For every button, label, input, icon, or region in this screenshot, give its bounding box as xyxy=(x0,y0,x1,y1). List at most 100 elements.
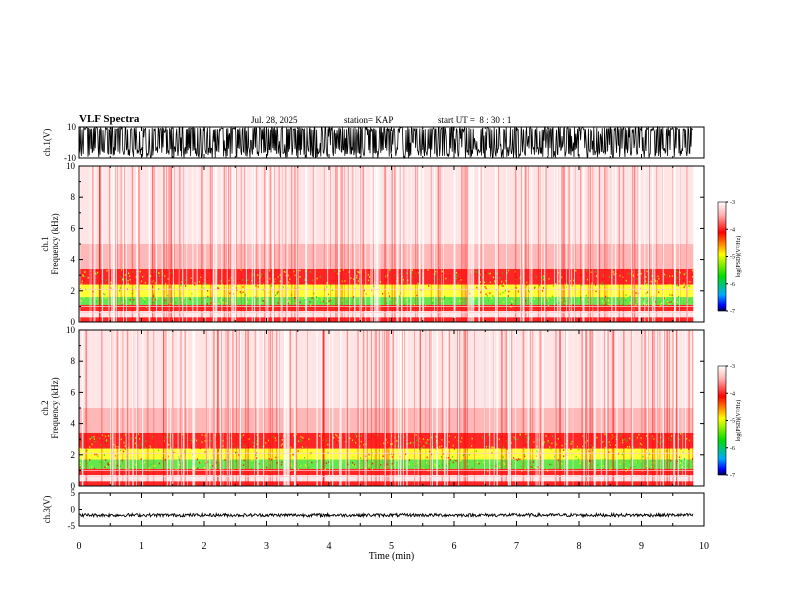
ch2-spectrogram-speckle xyxy=(391,443,393,445)
ch1-spectrogram-speckle xyxy=(127,282,129,285)
ch1-spectrogram-speckle xyxy=(278,284,280,286)
ch1-spectrogram-speckle xyxy=(252,274,254,276)
ch2-spectrogram-speckle xyxy=(133,468,136,471)
ch2-spectrogram-speckle xyxy=(365,455,367,458)
ch2-spectrogram-streak xyxy=(673,330,674,486)
time-axis-tick-label: 2 xyxy=(202,541,207,552)
ch2-spectrogram-speckle xyxy=(113,443,115,446)
ch2-spectrogram-speckle xyxy=(448,441,450,443)
ch1-spectrogram-band xyxy=(79,166,694,244)
ch1-spectrogram-speckle xyxy=(179,293,181,296)
ch2-spectrogram-speckle xyxy=(322,468,324,470)
ch2-spectrogram-speckle xyxy=(309,452,311,455)
ch2-spectrogram-streak xyxy=(212,330,215,486)
ch1-spectrogram-streak xyxy=(461,166,463,322)
ch2-spectrogram-speckle xyxy=(589,459,591,462)
ch2-spectrogram-speckle xyxy=(648,453,651,455)
ch2-spectrogram-streak xyxy=(374,330,376,486)
ch1-spectrogram-speckle xyxy=(388,291,390,294)
ch2-spectrogram-streak xyxy=(142,330,144,486)
ch2-spectrogram-speckle xyxy=(591,469,593,471)
ch2-spectrogram-streak xyxy=(85,330,87,486)
ch2-spectrogram-speckle xyxy=(408,463,410,466)
ch2-spectrogram-channel-label: ch.2 xyxy=(40,400,50,415)
ch2-spectrogram-speckle xyxy=(304,438,306,441)
ch2-spectrogram-speckle xyxy=(91,437,93,439)
ch2-spectrogram-speckle xyxy=(653,438,655,440)
ch2-spectrogram-speckle xyxy=(168,443,170,446)
ch1-spectrogram-speckle xyxy=(85,286,87,289)
ch1-spectrogram-speckle xyxy=(121,279,123,282)
ch2-spectrogram-speckle xyxy=(178,463,180,466)
ch2-spectrogram-speckle xyxy=(200,461,202,464)
ch1-spectrogram-speckle xyxy=(275,276,277,278)
ch2-spectrogram-streak xyxy=(631,330,634,486)
ch2-spectrogram-speckle xyxy=(468,456,470,459)
ch1-spectrogram-streak xyxy=(571,166,573,322)
ch1-spectrogram-speckle xyxy=(124,274,126,276)
ch2-spectrogram-speckle xyxy=(442,453,444,455)
ch2-spectrogram-streak xyxy=(591,330,594,486)
ch2-spectrogram-speckle xyxy=(426,468,429,470)
ch1-spectrogram-streak xyxy=(556,166,559,322)
ch1-spectrogram-speckle xyxy=(185,279,187,281)
ch1-spectrogram-speckle xyxy=(202,291,204,294)
ch2-spectrogram-speckle xyxy=(441,464,443,466)
ch1-spectrogram-streak xyxy=(672,166,673,322)
ch2-spectrogram-streak xyxy=(110,330,112,486)
ch2-spectrogram-speckle xyxy=(640,437,642,439)
ch1-spectrogram-speckle xyxy=(415,273,417,275)
ch2-spectrogram-panel xyxy=(78,329,728,487)
ch2-spectrogram-speckle xyxy=(127,440,129,442)
ch2-spectrogram-colorbar-tick-label: -3 xyxy=(730,364,735,370)
ch1-spectrogram-streak xyxy=(204,166,206,322)
ch2-spectrogram-speckle xyxy=(292,453,294,456)
ch2-spectrogram-speckle xyxy=(204,440,206,442)
ch1-spectrogram-speckle xyxy=(607,300,610,302)
ch1-spectrogram-streak xyxy=(662,166,664,322)
ch1-spectrogram-band xyxy=(79,304,694,312)
ch2-spectrogram-speckle xyxy=(561,468,563,471)
ch2-spectrogram-speckle xyxy=(419,441,421,443)
ch2-spectrogram-speckle xyxy=(302,437,304,439)
ch1-spectrogram-speckle xyxy=(429,284,431,286)
ch1-spectrogram-speckle xyxy=(100,295,102,297)
ch1-spectrogram-streak xyxy=(99,166,101,322)
ch1-spectrogram-speckle xyxy=(685,285,687,287)
ch2-spectrogram-streak xyxy=(604,330,605,486)
ch1-spectrogram-speckle xyxy=(484,272,487,274)
ch2-spectrogram-streak xyxy=(528,330,530,486)
ch1-spectrogram-speckle xyxy=(337,294,339,296)
ch2-spectrogram-streak xyxy=(554,330,556,486)
ch1-spectrogram-speckle xyxy=(181,281,183,283)
ch1-spectrogram-speckle xyxy=(622,276,624,278)
ch2-spectrogram-speckle xyxy=(589,460,591,463)
ch2-spectrogram-speckle xyxy=(117,446,119,448)
ch2-spectrogram-speckle xyxy=(602,465,604,467)
ch2-spectrogram-streak xyxy=(648,330,649,486)
ch1-spectrogram-speckle xyxy=(367,274,369,276)
ch2-spectrogram-streak xyxy=(101,330,103,486)
ch2-spectrogram-speckle xyxy=(651,465,653,468)
ch1-spectrogram-streak xyxy=(297,166,299,322)
ch2-spectrogram-speckle xyxy=(545,435,547,437)
ch1-spectrogram-speckle xyxy=(604,295,607,298)
ch1-spectrogram-speckle xyxy=(97,271,99,274)
ch2-spectrogram-streak xyxy=(589,330,591,486)
ch2-spectrogram-speckle xyxy=(646,447,648,450)
ch1-spectrogram-streak xyxy=(467,166,469,322)
ch2-spectrogram-speckle xyxy=(374,456,376,459)
ch1-spectrogram-speckle xyxy=(503,301,505,304)
ch2-spectrogram-streak xyxy=(414,330,415,486)
ch1-spectrogram-speckle xyxy=(494,280,496,283)
ch1-spectrogram-speckle xyxy=(183,297,185,299)
ch2-spectrogram-speckle xyxy=(629,440,631,443)
ch1-spectrogram-speckle xyxy=(671,291,673,294)
ch1-spectrogram-streak xyxy=(93,166,95,322)
ch1-spectrogram-speckle xyxy=(233,301,235,303)
ch1-spectrogram-streak xyxy=(370,166,372,322)
ch1-spectrogram-ytick-label: 10 xyxy=(66,161,76,171)
ch1-spectrogram-streak xyxy=(473,166,475,322)
ch1-spectrogram-speckle xyxy=(336,304,338,306)
ch1-spectrogram-speckle xyxy=(677,303,679,306)
